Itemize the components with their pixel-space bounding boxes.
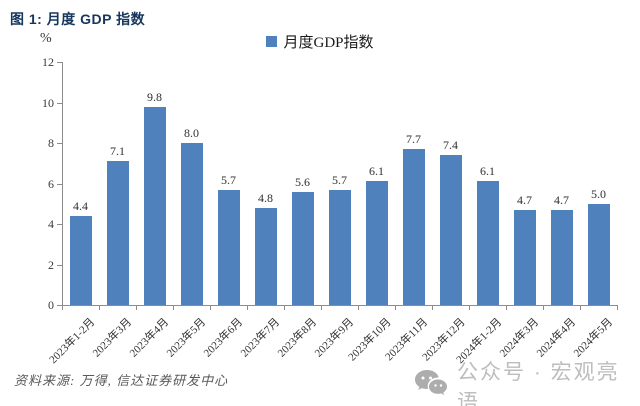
- watermark-text: 公众号 · 宏观亮语: [457, 361, 620, 406]
- legend-swatch-icon: [266, 36, 278, 47]
- x-tick-mark: [580, 306, 581, 310]
- source-note: 资料来源: 万得, 信达证券研发中心: [14, 373, 229, 388]
- x-tick-mark: [99, 306, 100, 310]
- x-category-label: 2024年5月: [571, 316, 616, 360]
- x-category-label: 2023年5月: [164, 316, 209, 360]
- bar: [180, 143, 203, 305]
- x-category-label: 2024年4月: [534, 316, 579, 360]
- bar-value-label: 5.0: [591, 186, 606, 201]
- x-tick-mark: [136, 306, 137, 310]
- x-tick-mark: [247, 306, 248, 310]
- bar-value-label: 4.7: [517, 192, 532, 207]
- x-tick-mark: [284, 306, 285, 310]
- y-tick-label: 2: [48, 257, 54, 272]
- y-tick-mark: [57, 62, 62, 63]
- x-category-label: 2024年3月: [497, 316, 542, 360]
- figure-title: 图 1: 月度 GDP 指数: [10, 11, 146, 27]
- x-category-label: 2023年6月: [201, 316, 246, 360]
- x-tick-mark: [469, 306, 470, 310]
- plot-area: [62, 62, 618, 306]
- bar-value-label: 4.4: [73, 198, 88, 213]
- x-tick-mark: [432, 306, 433, 310]
- y-tick-label: 12: [42, 55, 54, 69]
- bar: [402, 149, 425, 305]
- y-tick-mark: [57, 183, 62, 185]
- y-tick-label: 4: [48, 217, 54, 231]
- bar: [365, 181, 388, 305]
- x-tick-mark: [358, 306, 359, 310]
- bar: [550, 209, 573, 305]
- y-tick-mark: [57, 102, 62, 104]
- bar: [291, 191, 314, 305]
- wechat-icon: [414, 369, 448, 403]
- y-tick-label: 0: [48, 298, 54, 312]
- bar: [476, 181, 499, 305]
- watermark: 公众号 · 宏观亮语: [414, 356, 640, 406]
- bar-value-label: 5.6: [295, 174, 310, 189]
- y-tick-mark: [57, 264, 62, 266]
- bar-value-label: 6.1: [369, 164, 384, 179]
- x-tick-mark: [617, 306, 618, 310]
- x-tick-mark: [321, 306, 322, 310]
- bar: [587, 203, 610, 305]
- legend-label: 月度GDP指数: [283, 35, 374, 51]
- x-category-label: 2023年4月: [127, 316, 172, 360]
- x-tick-mark: [173, 306, 174, 310]
- bar-value-label: 7.7: [406, 132, 421, 147]
- bar-value-label: 7.1: [110, 144, 125, 159]
- bar: [143, 106, 166, 305]
- y-tick-mark: [57, 143, 62, 144]
- x-category-label: 2023年3月: [90, 316, 135, 360]
- x-category-label: 2023年1-2月: [47, 316, 98, 367]
- bar: [254, 207, 277, 305]
- x-tick-mark: [62, 306, 63, 310]
- bar: [328, 189, 351, 305]
- x-tick-mark: [506, 306, 507, 310]
- bar-value-label: 4.7: [554, 192, 569, 207]
- y-tick-label: 10: [42, 95, 54, 110]
- y-tick-label: 6: [48, 176, 54, 191]
- bar-value-label: 8.0: [184, 126, 199, 140]
- chart-legend: 月度GDP指数: [0, 31, 640, 52]
- x-tick-mark: [395, 306, 396, 310]
- x-tick-mark: [543, 306, 544, 310]
- bar-value-label: 5.7: [221, 172, 236, 187]
- bar-value-label: 6.1: [480, 164, 495, 179]
- bar: [513, 209, 536, 305]
- bar-value-label: 7.4: [443, 138, 458, 153]
- bar: [217, 189, 240, 305]
- bar: [69, 215, 92, 305]
- bar: [106, 161, 129, 305]
- y-tick-mark: [57, 224, 62, 225]
- bar-value-label: 9.8: [147, 89, 162, 104]
- y-axis-unit-label: %: [40, 31, 52, 46]
- y-tick-mark: [57, 305, 62, 306]
- bar-value-label: 5.7: [332, 172, 347, 187]
- bar: [439, 155, 462, 305]
- x-tick-mark: [210, 306, 211, 310]
- y-tick-label: 8: [48, 136, 54, 150]
- x-category-label: 2023年7月: [238, 316, 283, 360]
- x-category-label: 2023年8月: [275, 316, 320, 360]
- bar-value-label: 4.8: [258, 190, 273, 205]
